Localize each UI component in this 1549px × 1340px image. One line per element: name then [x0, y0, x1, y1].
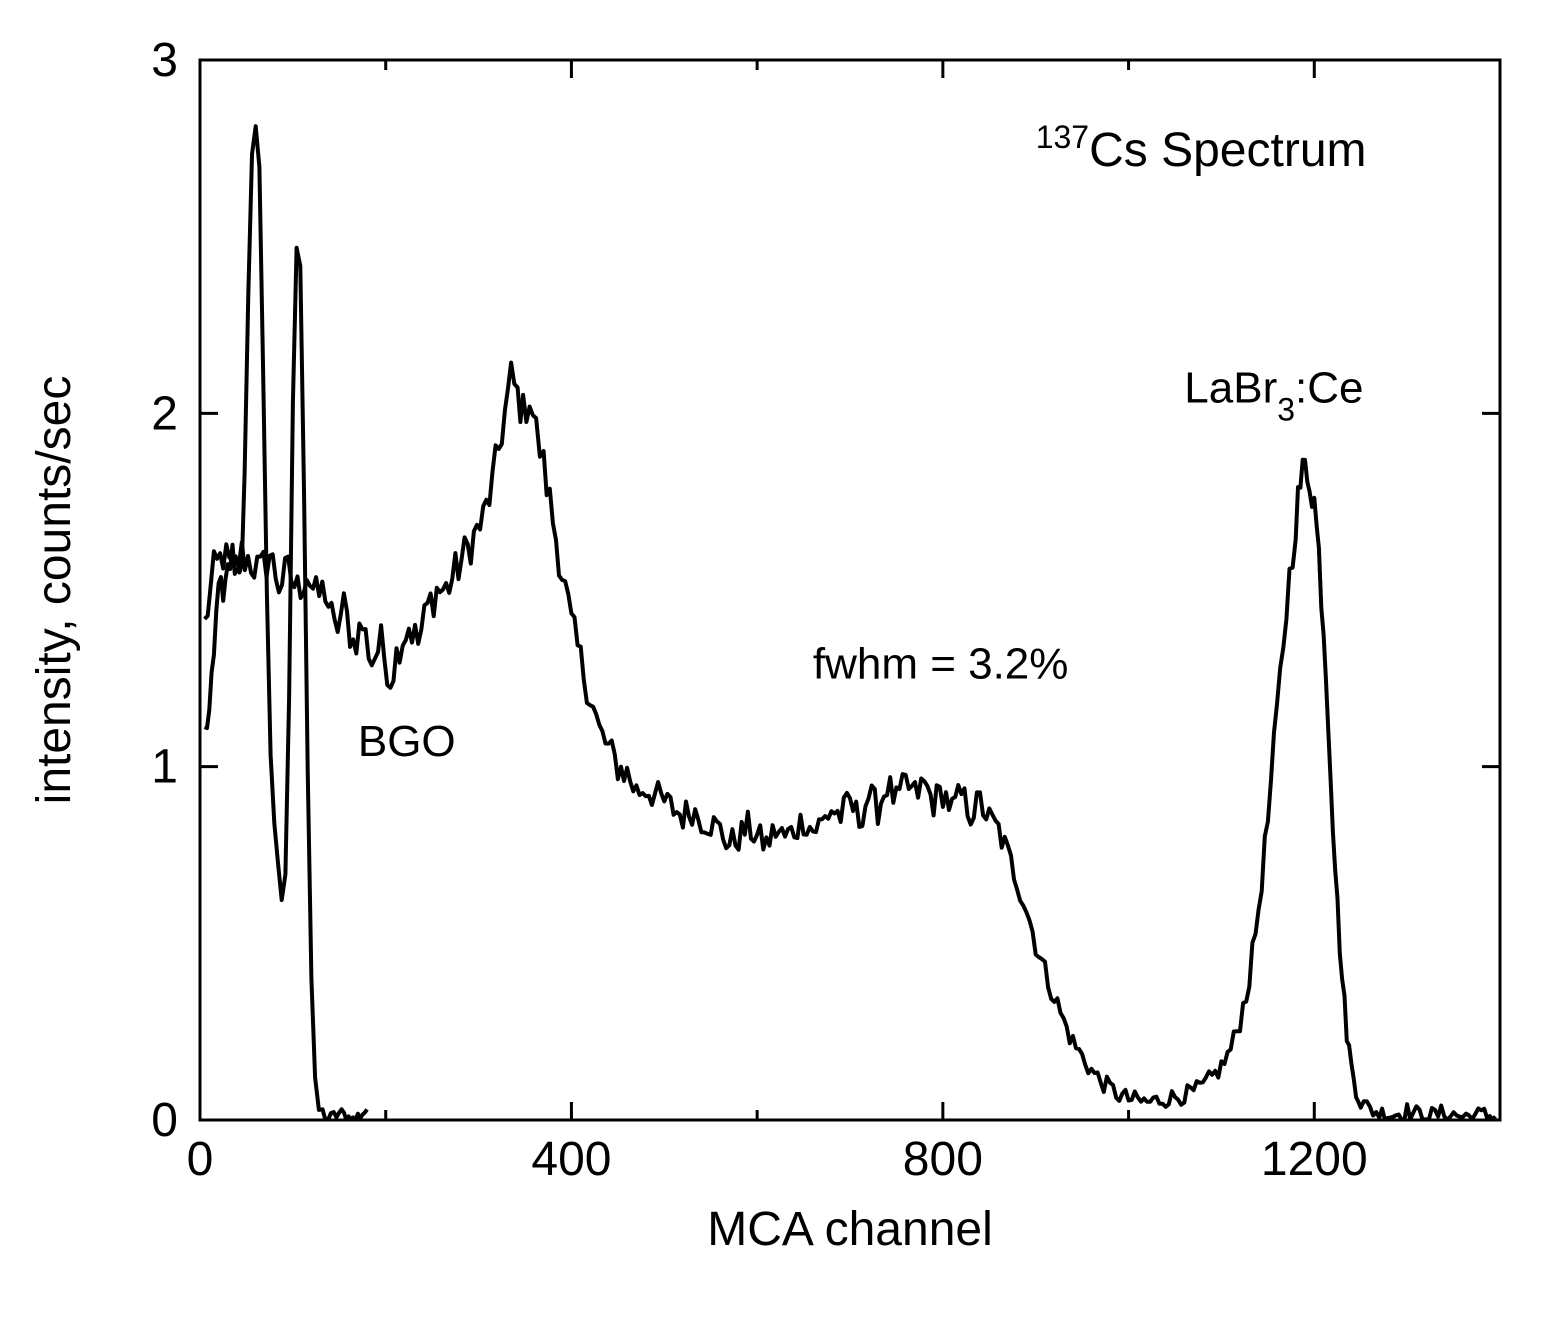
- annotation-bgo: BGO: [358, 717, 456, 766]
- y-tick-label: 0: [151, 1094, 178, 1147]
- x-tick-label: 0: [187, 1133, 214, 1186]
- y-tick-label: 1: [151, 741, 178, 794]
- x-tick-label: 400: [531, 1133, 611, 1186]
- spectrum-chart: 0 400 800 1200 0 1 2 3 MCA channel intensity, cou…: [0, 0, 1549, 1340]
- chart-svg: 0 400 800 1200 0 1 2 3 MCA channel intensity, cou…: [0, 0, 1549, 1340]
- x-tick-label: 1200: [1261, 1133, 1368, 1186]
- y-axis-label: intensity, counts/sec: [28, 376, 81, 805]
- x-tick-label: 800: [903, 1133, 983, 1186]
- annotation-fwhm: fwhm = 3.2%: [813, 639, 1069, 688]
- y-tick-label: 2: [151, 387, 178, 440]
- x-axis-label: MCA channel: [707, 1203, 993, 1256]
- y-tick-label: 3: [151, 34, 178, 87]
